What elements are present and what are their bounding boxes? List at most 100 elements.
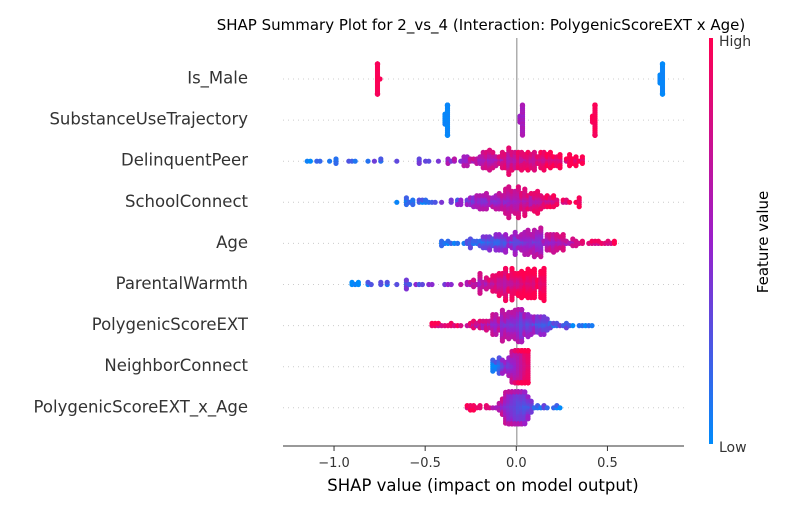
shap-point: [589, 323, 595, 329]
shap-point: [506, 184, 512, 190]
shap-point: [519, 132, 526, 138]
shap-point: [317, 158, 323, 164]
shap-point: [560, 232, 566, 238]
shap-point: [509, 297, 515, 303]
shap-point: [444, 132, 451, 138]
shap-point: [531, 149, 538, 155]
shap-point: [416, 156, 422, 162]
shap-point: [522, 212, 528, 219]
shap-point: [525, 380, 531, 386]
chart-title: SHAP Summary Plot for 2_vs_4 (Interactio…: [217, 16, 746, 35]
shap-point: [403, 286, 409, 292]
shap-point: [538, 254, 544, 260]
shap-point: [573, 154, 579, 160]
shap-point: [439, 199, 445, 205]
shap-point: [368, 281, 374, 288]
feature-points-schoolconnect: [394, 184, 582, 221]
shap-point: [374, 91, 381, 97]
shap-point: [611, 238, 618, 244]
shap-point: [531, 167, 538, 173]
shap-point: [573, 163, 579, 169]
shap-point: [509, 265, 515, 272]
shap-point: [394, 158, 400, 164]
shap-point: [576, 195, 582, 201]
shap-point: [554, 201, 560, 208]
shap-point: [365, 158, 371, 164]
shap-point: [557, 165, 563, 171]
shap-point: [355, 279, 361, 285]
shap-point: [579, 160, 586, 166]
shap-point: [493, 331, 499, 337]
shap-point: [579, 154, 586, 160]
shap-point: [519, 307, 525, 313]
shap-point: [522, 389, 528, 395]
shap-point: [570, 323, 576, 329]
shap-points: [304, 61, 666, 427]
shap-point: [377, 76, 383, 82]
feature-label-neighborconnect: NeighborConnect: [104, 356, 248, 375]
shap-point: [429, 281, 435, 288]
shap-point: [394, 199, 400, 205]
shap-point: [531, 295, 538, 301]
shap-point: [519, 339, 525, 345]
shap-point: [419, 281, 425, 288]
feature-label-parentalwarmth: ParentalWarmth: [116, 274, 248, 293]
shap-point: [499, 307, 505, 313]
shap-point: [567, 199, 573, 205]
shap-point: [444, 102, 451, 108]
shap-point: [493, 312, 499, 318]
shap-point: [448, 197, 454, 203]
shap-point: [522, 421, 528, 427]
shap-point: [659, 61, 666, 67]
shap-point: [455, 240, 461, 246]
shap-point: [384, 279, 390, 285]
shap-point: [525, 227, 531, 233]
shap-point: [378, 279, 384, 285]
shap-point: [458, 197, 464, 203]
colorbar-title: Feature value: [754, 191, 772, 293]
shap-point: [544, 405, 550, 411]
shap-point: [528, 398, 534, 404]
shap-point: [487, 247, 493, 253]
shap-point: [503, 232, 509, 238]
feature-points-is-male: [374, 61, 666, 97]
shap-point: [458, 281, 464, 288]
shap-point: [403, 277, 409, 283]
colorbar: [709, 38, 713, 444]
shap-point: [333, 156, 339, 162]
feature-points-age: [439, 225, 618, 260]
feature-points-substanceusetrajectory: [442, 102, 598, 138]
shap-point: [551, 193, 557, 199]
feature-label-schoolconnect: SchoolConnect: [125, 192, 249, 211]
shap-point: [512, 229, 518, 235]
shap-point: [499, 338, 505, 344]
shap-point: [659, 91, 666, 97]
shap-point: [547, 149, 554, 155]
shap-point: [535, 210, 541, 216]
colorbar-high-label: High: [719, 34, 751, 50]
feature-labels: Is_Male SubstanceUseTrajectory DelinquentP…: [34, 69, 249, 418]
shap-point: [560, 247, 566, 253]
shap-point: [426, 158, 432, 164]
shap-point: [483, 190, 489, 197]
shap-point: [394, 281, 400, 288]
feature-points-polygenicscoreext-x-age: [464, 389, 563, 427]
feature-label-delinquentpeer: DelinquentPeer: [121, 151, 248, 170]
shap-point: [416, 160, 422, 166]
shap-point: [541, 167, 547, 173]
shap-point: [512, 251, 518, 257]
x-axis-label: SHAP value (impact on model output): [327, 476, 638, 495]
shap-point: [490, 149, 496, 155]
feature-points-polygenicscoreext: [429, 307, 595, 345]
x-tick-label: −1.0: [318, 456, 350, 471]
shap-point: [525, 348, 531, 354]
shap-point: [410, 197, 416, 203]
shap-point: [477, 270, 483, 277]
shap-point: [410, 201, 416, 208]
shap-point: [541, 265, 547, 272]
shap-point: [458, 323, 464, 329]
shap-point: [557, 152, 563, 158]
shap-point: [541, 331, 547, 337]
shap-point: [519, 102, 526, 108]
shap-point: [554, 197, 560, 203]
